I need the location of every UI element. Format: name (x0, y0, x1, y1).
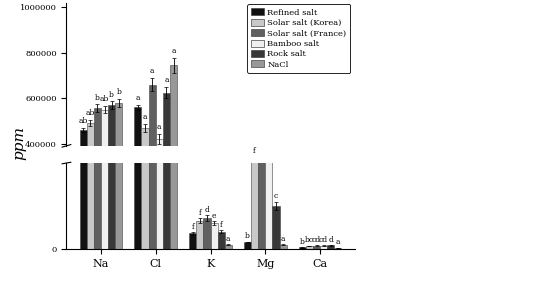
Text: b: b (116, 88, 121, 96)
Bar (189, 230, 196, 235)
Bar (280, 233, 286, 235)
Text: b: b (245, 232, 250, 240)
Bar (244, 242, 251, 249)
Bar (148, 85, 156, 235)
Bar (108, 105, 115, 235)
Bar (141, 0, 148, 249)
Text: cd: cd (312, 236, 321, 244)
Text: f: f (191, 223, 194, 231)
Bar (156, 139, 163, 235)
Bar (141, 128, 148, 235)
Bar (135, 0, 141, 249)
Bar (265, 198, 273, 235)
Text: c: c (274, 192, 278, 200)
Text: b: b (95, 94, 100, 102)
Bar (135, 107, 141, 235)
Bar (299, 234, 306, 235)
Bar (86, 123, 94, 235)
Bar (80, 130, 86, 235)
Text: e: e (212, 212, 216, 220)
Text: cd: cd (319, 236, 328, 244)
Bar (258, 77, 265, 249)
Text: a: a (157, 123, 162, 131)
Text: a: a (336, 238, 340, 246)
Text: f: f (198, 209, 201, 217)
Bar (280, 245, 286, 249)
Text: a: a (281, 235, 285, 243)
Bar (244, 233, 251, 235)
Bar (225, 233, 232, 235)
Bar (306, 246, 313, 249)
Text: a: a (171, 47, 176, 55)
Bar (101, 0, 108, 249)
Text: ab: ab (100, 95, 109, 103)
Text: f: f (253, 147, 256, 155)
Bar (108, 0, 115, 249)
Bar (273, 223, 280, 235)
Bar (313, 246, 320, 249)
Bar (86, 0, 94, 249)
Bar (211, 223, 218, 249)
Bar (148, 0, 156, 249)
Bar (258, 189, 265, 235)
Text: a: a (226, 235, 230, 243)
Bar (189, 233, 196, 249)
Text: ppm: ppm (12, 126, 27, 160)
Bar (170, 65, 177, 235)
Bar (327, 233, 335, 235)
Text: b: b (300, 238, 305, 246)
Text: a: a (164, 76, 168, 84)
Bar (115, 0, 122, 249)
Bar (156, 0, 163, 249)
Bar (196, 227, 203, 235)
Text: a: a (143, 113, 147, 121)
Bar (273, 206, 280, 249)
Bar (265, 112, 273, 249)
Bar (94, 0, 101, 249)
Text: b: b (109, 91, 114, 99)
Text: a: a (150, 67, 155, 76)
Text: d: d (329, 236, 333, 244)
Bar (251, 162, 258, 235)
Text: d: d (204, 206, 209, 214)
Legend: Refined salt, Solar salt (Korea), Solar salt (France), Bamboo salt, Rock salt, N: Refined salt, Solar salt (Korea), Solar … (247, 4, 350, 73)
Bar (327, 245, 335, 249)
Bar (251, 0, 258, 249)
Bar (335, 248, 341, 249)
Text: e: e (259, 58, 264, 65)
Bar (211, 228, 218, 235)
Bar (170, 0, 177, 249)
Text: a: a (136, 94, 140, 102)
Bar (306, 234, 313, 235)
Bar (299, 247, 306, 249)
Bar (101, 110, 108, 235)
Bar (225, 245, 232, 249)
Text: d: d (266, 94, 271, 102)
Bar (94, 108, 101, 235)
Bar (320, 234, 327, 235)
Bar (163, 92, 170, 235)
Bar (203, 226, 211, 235)
Bar (218, 230, 225, 235)
Bar (115, 103, 122, 235)
Text: bc: bc (305, 237, 314, 245)
Text: ab: ab (85, 109, 95, 117)
Bar (313, 234, 320, 235)
Bar (218, 232, 225, 249)
Bar (320, 246, 327, 249)
Text: ab: ab (79, 118, 88, 126)
Bar (203, 218, 211, 249)
Bar (163, 0, 170, 249)
Text: f: f (220, 221, 223, 229)
Bar (196, 221, 203, 249)
Bar (80, 0, 86, 249)
